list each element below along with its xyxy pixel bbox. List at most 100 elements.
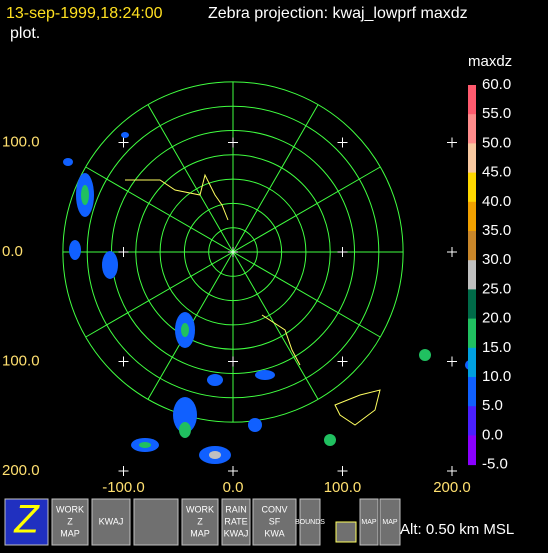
- colorbar-label: -5.0: [482, 456, 508, 473]
- button-face[interactable]: [181, 498, 219, 546]
- status: Alt: 0.50 km MSL: [400, 521, 514, 538]
- colorbar-title: maxdz: [468, 53, 512, 70]
- range-ring: [62, 81, 404, 423]
- button-label[interactable]: Z: [197, 516, 203, 526]
- colorbar-band: [468, 114, 476, 144]
- button-face[interactable]: [252, 498, 297, 546]
- button-label[interactable]: Z: [13, 498, 40, 542]
- colorbar-band: [468, 260, 476, 290]
- button-face[interactable]: [299, 498, 321, 546]
- colorbar-band: [468, 172, 476, 203]
- x-axis-label: -100.0: [102, 479, 145, 496]
- button-label[interactable]: MAP: [60, 528, 80, 538]
- grid-cross: [447, 137, 457, 148]
- button-face[interactable]: [359, 498, 379, 546]
- colorbar: 60.0 55.0 50.0 45.0 40.0 35.0 30.0 25.0 20.0 15.0…: [468, 76, 511, 473]
- button-face[interactable]: [379, 498, 401, 546]
- colorbar-label: 10.0: [482, 368, 511, 385]
- button-label[interactable]: WORK: [186, 504, 214, 514]
- colorbar-band: [468, 201, 476, 232]
- button-label[interactable]: MAP: [190, 528, 210, 538]
- x-axis-label: 200.0: [433, 479, 471, 496]
- colorbar-band: [468, 289, 476, 320]
- button-face[interactable]: [91, 498, 131, 546]
- colorbar-band: [468, 85, 476, 115]
- y-axis-label: 100.0: [2, 133, 40, 150]
- button-face[interactable]: [133, 498, 179, 546]
- button-label[interactable]: BOUNDS: [295, 519, 325, 526]
- grid-cross: [228, 466, 238, 476]
- colorbar-band: [468, 435, 476, 466]
- button-face[interactable]: [221, 498, 251, 546]
- toolbar-button[interactable]: WORK Z MAP: [51, 498, 89, 546]
- toolbar-button[interactable]: MAP: [379, 498, 401, 546]
- toolbar-button[interactable]: Z: [4, 498, 49, 546]
- title-cont: plot.: [10, 25, 40, 42]
- colorbar-band: [468, 377, 476, 407]
- colorbar-label: 55.0: [482, 105, 511, 122]
- button-label[interactable]: RATE: [224, 516, 247, 526]
- colorbar-label: 0.0: [482, 426, 503, 443]
- x-axis-label: 100.0: [324, 479, 362, 496]
- grid-cross: [118, 247, 129, 257]
- button-label[interactable]: MAP: [382, 519, 398, 526]
- colorbar-band: [468, 318, 476, 349]
- toolbar-button[interactable]: WORK Z MAP: [181, 498, 219, 546]
- button-label[interactable]: WORK: [56, 504, 84, 514]
- toolbar-button[interactable]: BOUNDS: [295, 498, 325, 546]
- colorbar-band: [468, 143, 476, 174]
- button-label[interactable]: Z: [67, 516, 73, 526]
- colorbar-label: 60.0: [482, 76, 511, 93]
- grid-cross: [447, 466, 457, 476]
- timestamp: 13-sep-1999,18:24:00: [6, 5, 163, 22]
- colorbar-label: 15.0: [482, 339, 511, 356]
- colorbar-band: [468, 231, 476, 261]
- button-label[interactable]: RAIN: [225, 504, 247, 514]
- toolbar-button[interactable]: MAP: [359, 498, 379, 546]
- y-axis-label: 100.0: [2, 352, 40, 369]
- colorbar-band: [468, 347, 476, 378]
- grid-cross: [447, 356, 457, 367]
- colorbar-label: 30.0: [482, 251, 511, 268]
- button-label[interactable]: KWA: [264, 528, 284, 538]
- button-label[interactable]: KWAJ: [99, 516, 124, 526]
- button-label[interactable]: SF: [269, 516, 281, 526]
- button-face[interactable]: [4, 498, 49, 546]
- colorbar-label: 25.0: [482, 280, 511, 297]
- grid-cross: [228, 137, 238, 148]
- grid-cross: [337, 356, 348, 367]
- toolbar-button[interactable]: RAIN RATE KWAJ: [221, 498, 251, 546]
- colorbar-label: 45.0: [482, 164, 511, 181]
- grid-cross: [337, 247, 348, 257]
- grid-button[interactable]: [335, 521, 357, 543]
- grid-cross: [228, 356, 238, 367]
- grid-cross: [228, 247, 238, 257]
- grid-cross: [118, 356, 129, 367]
- button-face[interactable]: [51, 498, 89, 546]
- y-axis-label: 0.0: [2, 243, 23, 260]
- colorbar-label: 35.0: [482, 222, 511, 239]
- colorbar-label: 20.0: [482, 310, 511, 327]
- colorbar-label: 40.0: [482, 193, 511, 210]
- toolbar-button[interactable]: CONV SF KWA: [252, 498, 297, 546]
- button-label[interactable]: MAP: [361, 519, 377, 526]
- grid-cross: [447, 247, 457, 257]
- coastline: [125, 173, 381, 426]
- grid-cross: [337, 137, 348, 148]
- y-axis-label: 200.0: [2, 462, 40, 479]
- grid-cross: [118, 466, 129, 476]
- grid-cross: [337, 466, 348, 476]
- toolbar: Z WORK Z MAP KWAJ WORK Z MAP RAIN RATE KWAJ CONV SF K…: [4, 498, 401, 546]
- button-label[interactable]: KWAJ: [224, 528, 249, 538]
- x-axis-label: 0.0: [223, 479, 244, 496]
- button-label[interactable]: CONV: [261, 504, 287, 514]
- colorbar-band: [468, 406, 476, 436]
- toolbar-button[interactable]: [133, 498, 179, 546]
- toolbar-button[interactable]: KWAJ: [91, 498, 131, 546]
- colorbar-label: 50.0: [482, 134, 511, 151]
- colorbar-label: 5.0: [482, 397, 503, 414]
- grid-cross: [118, 137, 129, 148]
- title: Zebra projection: kwaj_lowprf maxdz: [208, 5, 468, 22]
